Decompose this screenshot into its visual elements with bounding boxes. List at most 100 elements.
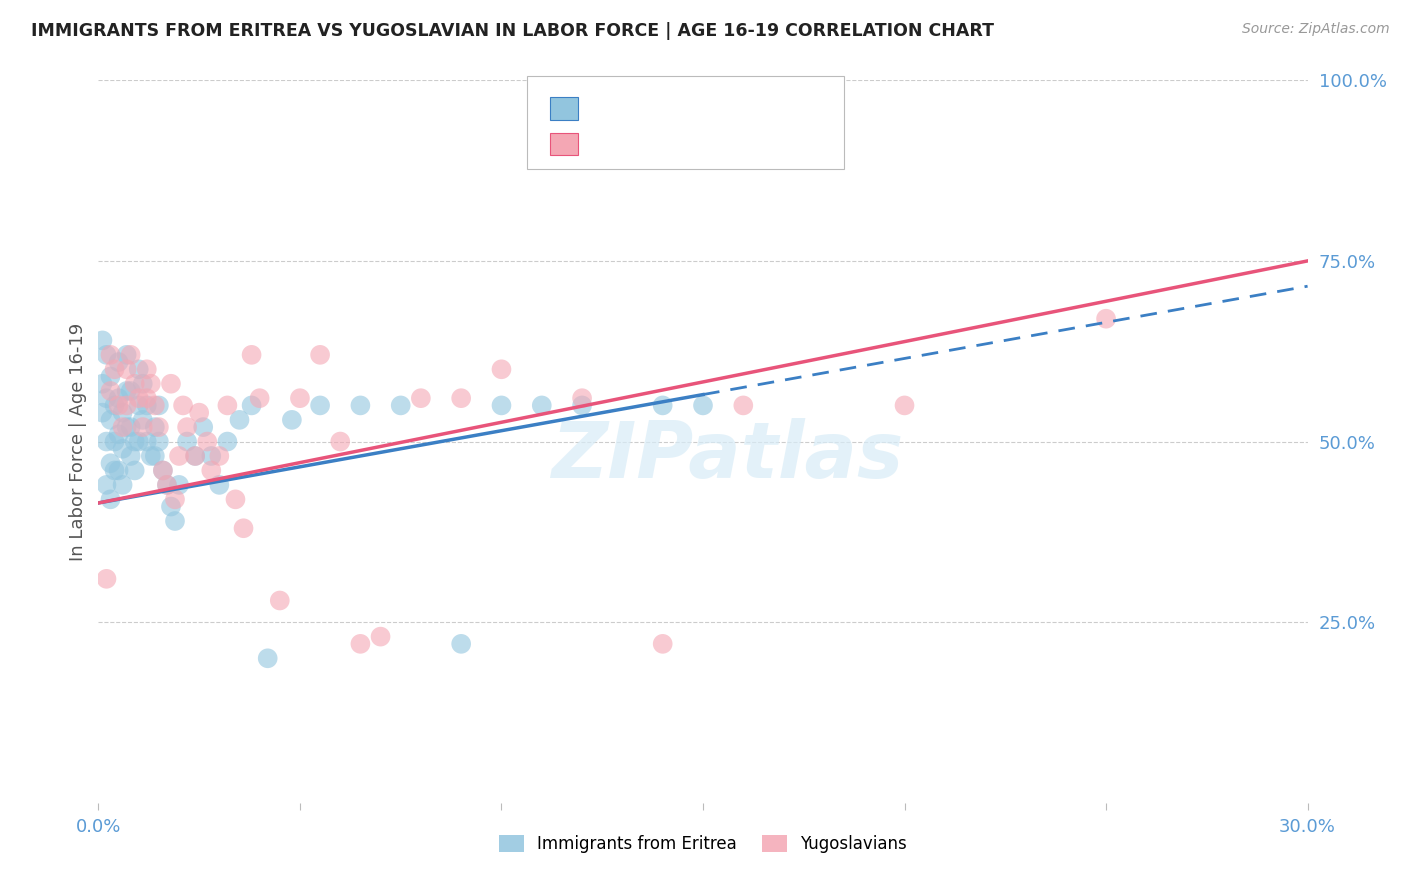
Point [132, 413, 155, 427]
Point [193, 420, 215, 434]
Point [143, 398, 166, 412]
Point [160, 376, 183, 391]
Point [491, 398, 513, 412]
Point [349, 637, 371, 651]
Point [167, 449, 190, 463]
Point [651, 637, 673, 651]
Point [100, 456, 122, 470]
Point [96, 348, 118, 362]
Text: IMMIGRANTS FROM ERITREA VS YUGOSLAVIAN IN LABOR FORCE | AGE 16-19 CORRELATION CH: IMMIGRANTS FROM ERITREA VS YUGOSLAVIAN I… [31, 22, 994, 40]
Point [148, 398, 170, 412]
Point [111, 406, 134, 420]
Point [91, 334, 114, 348]
Point [100, 384, 122, 398]
Point [329, 434, 352, 449]
Point [156, 478, 179, 492]
Point [176, 434, 198, 449]
Point [91, 406, 114, 420]
Point [200, 449, 222, 463]
Point [571, 391, 593, 405]
Point [103, 398, 125, 412]
Point [409, 391, 432, 405]
Point [120, 384, 142, 398]
Text: ZIPatlas: ZIPatlas [551, 418, 903, 494]
Point [139, 376, 162, 391]
Point [128, 391, 150, 405]
Text: N = 48: N = 48 [683, 120, 758, 138]
Point [450, 637, 472, 651]
Point [148, 420, 170, 434]
Point [111, 478, 134, 492]
Point [217, 434, 239, 449]
Point [172, 398, 194, 412]
Text: R = 0.287: R = 0.287 [588, 83, 679, 101]
Point [893, 398, 915, 412]
Point [217, 398, 239, 412]
Point [188, 406, 211, 420]
Point [288, 391, 311, 405]
Point [107, 355, 129, 369]
Point [135, 434, 157, 449]
Point [143, 449, 166, 463]
Point [120, 420, 142, 434]
Point [692, 398, 714, 412]
Point [135, 362, 157, 376]
Text: N = 65: N = 65 [683, 83, 756, 101]
Point [309, 398, 332, 412]
Point [184, 449, 207, 463]
Point [733, 398, 755, 412]
Point [135, 391, 157, 405]
Point [370, 630, 392, 644]
Point [103, 463, 125, 477]
Point [208, 478, 231, 492]
Point [208, 449, 231, 463]
Point [160, 500, 183, 514]
Text: R = 0.365: R = 0.365 [588, 120, 678, 138]
Point [184, 449, 207, 463]
Point [139, 449, 162, 463]
Point [156, 478, 179, 492]
Point [349, 398, 371, 412]
Legend: Immigrants from Eritrea, Yugoslavians: Immigrants from Eritrea, Yugoslavians [492, 828, 914, 860]
Point [100, 348, 122, 362]
Point [96, 572, 118, 586]
Point [100, 492, 122, 507]
Point [163, 514, 186, 528]
Point [103, 434, 125, 449]
Point [228, 413, 250, 427]
Point [115, 398, 138, 412]
Point [651, 398, 673, 412]
Point [100, 413, 122, 427]
Point [1095, 311, 1118, 326]
Point [115, 420, 138, 434]
Point [128, 434, 150, 449]
Point [132, 420, 155, 434]
Point [96, 478, 118, 492]
Point [96, 391, 118, 405]
Point [96, 434, 118, 449]
Point [132, 376, 155, 391]
Point [281, 413, 304, 427]
Point [124, 434, 146, 449]
Point [389, 398, 412, 412]
Point [107, 463, 129, 477]
Point [176, 420, 198, 434]
Point [163, 492, 186, 507]
Point [269, 593, 291, 607]
Point [111, 420, 134, 434]
Point [120, 449, 142, 463]
Point [249, 391, 271, 405]
Point [232, 521, 254, 535]
Point [200, 463, 222, 477]
Point [100, 369, 122, 384]
Point [491, 362, 513, 376]
Point [224, 492, 246, 507]
Point [128, 362, 150, 376]
Point [167, 478, 190, 492]
Text: Source: ZipAtlas.com: Source: ZipAtlas.com [1241, 22, 1389, 37]
Point [152, 463, 174, 477]
Point [240, 398, 263, 412]
Point [115, 384, 138, 398]
Point [124, 463, 146, 477]
Point [111, 442, 134, 456]
